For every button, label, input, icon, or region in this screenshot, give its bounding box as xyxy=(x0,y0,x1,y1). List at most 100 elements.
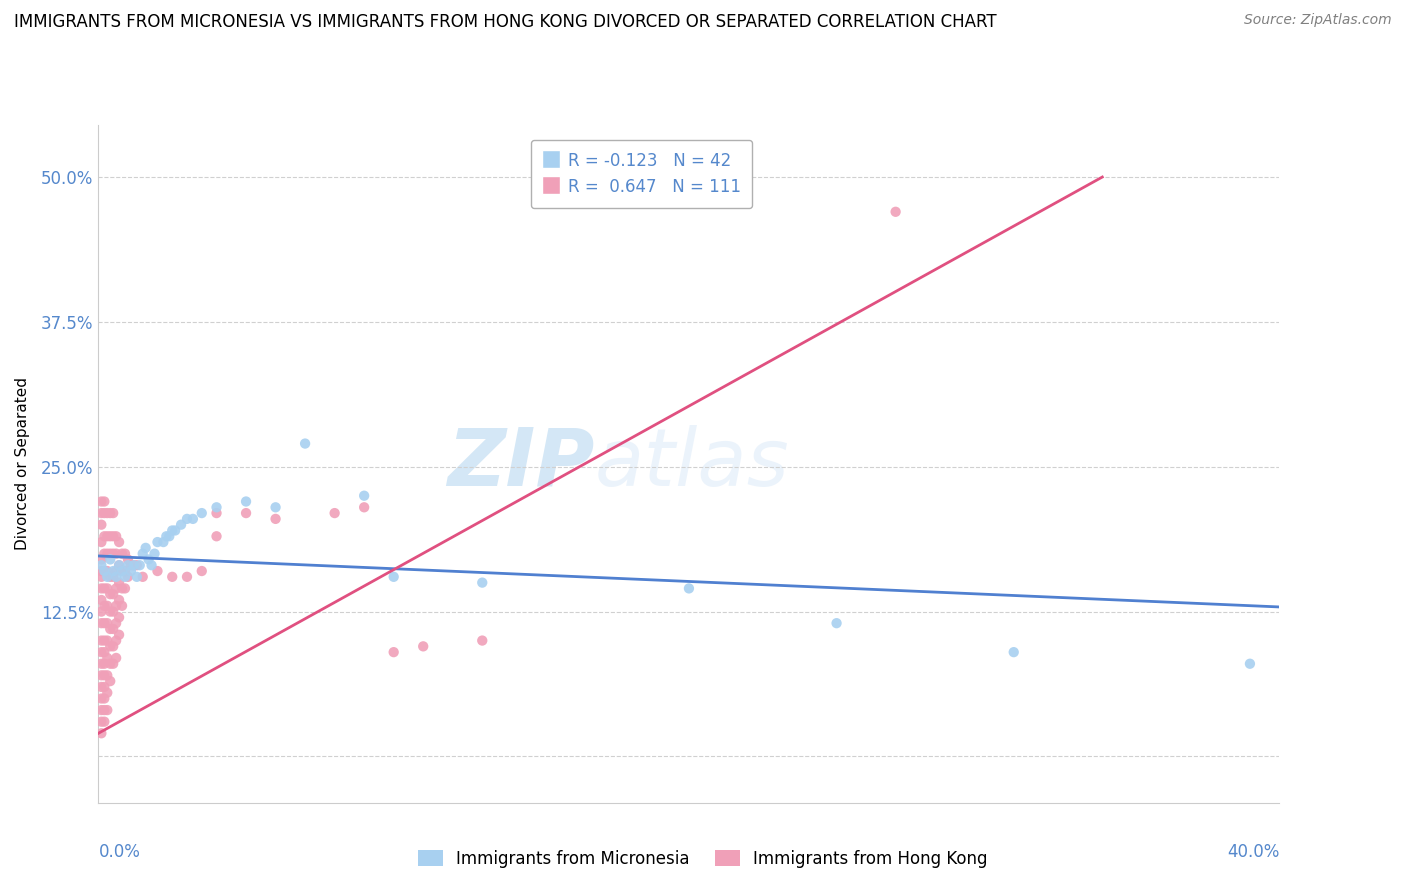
Point xyxy=(103,564,125,578)
Point xyxy=(105,570,128,584)
Point xyxy=(90,494,112,508)
Point xyxy=(353,489,375,503)
Legend: R = -0.123   N = 42, R =  0.647   N = 111: R = -0.123 N = 42, R = 0.647 N = 111 xyxy=(531,140,752,208)
Point xyxy=(353,500,375,515)
Point xyxy=(117,558,139,573)
Point xyxy=(96,506,118,520)
Point xyxy=(471,633,494,648)
Point xyxy=(90,633,112,648)
Point xyxy=(93,564,115,578)
Point xyxy=(191,564,214,578)
Text: ZIP: ZIP xyxy=(447,425,595,503)
Point xyxy=(93,691,115,706)
Point xyxy=(90,517,112,532)
Point xyxy=(294,436,316,450)
Point xyxy=(98,587,121,601)
Text: IMMIGRANTS FROM MICRONESIA VS IMMIGRANTS FROM HONG KONG DIVORCED OR SEPARATED CO: IMMIGRANTS FROM MICRONESIA VS IMMIGRANTS… xyxy=(14,13,997,31)
Point xyxy=(90,593,112,607)
Point xyxy=(132,570,155,584)
Point xyxy=(105,616,128,631)
Point xyxy=(105,651,128,665)
Point xyxy=(138,552,160,566)
Point xyxy=(96,599,118,613)
Point xyxy=(103,622,125,636)
Point xyxy=(93,616,115,631)
Point xyxy=(98,506,121,520)
Point xyxy=(90,506,112,520)
Point xyxy=(103,529,125,543)
Point xyxy=(120,558,142,573)
Point xyxy=(98,605,121,619)
Point xyxy=(93,714,115,729)
Point xyxy=(205,506,228,520)
Point xyxy=(98,529,121,543)
Point xyxy=(93,668,115,682)
Point xyxy=(108,593,131,607)
Point xyxy=(93,657,115,671)
Point xyxy=(122,558,145,573)
Point xyxy=(96,633,118,648)
Point xyxy=(235,494,257,508)
Point xyxy=(825,616,848,631)
Point xyxy=(205,500,228,515)
Point xyxy=(90,605,112,619)
Point xyxy=(105,582,128,596)
Point xyxy=(90,726,112,740)
Point xyxy=(122,558,145,573)
Point xyxy=(125,570,148,584)
Point xyxy=(103,657,125,671)
Point xyxy=(884,204,907,219)
Point xyxy=(111,547,134,561)
Point xyxy=(90,616,112,631)
Point xyxy=(125,558,148,573)
Point xyxy=(1239,657,1261,671)
Point xyxy=(382,570,405,584)
Point xyxy=(96,686,118,700)
Point xyxy=(98,674,121,689)
Point xyxy=(111,599,134,613)
Point xyxy=(111,582,134,596)
Point xyxy=(165,524,187,538)
Point xyxy=(235,506,257,520)
Point xyxy=(93,703,115,717)
Point xyxy=(90,582,112,596)
Point xyxy=(108,558,131,573)
Point xyxy=(471,575,494,590)
Point xyxy=(264,500,287,515)
Point xyxy=(103,506,125,520)
Point xyxy=(90,703,112,717)
Point xyxy=(155,529,177,543)
Text: 0.0%: 0.0% xyxy=(98,844,141,862)
Point xyxy=(114,547,136,561)
Point xyxy=(152,535,174,549)
Point xyxy=(132,547,155,561)
Point xyxy=(96,651,118,665)
Text: Source: ZipAtlas.com: Source: ZipAtlas.com xyxy=(1244,13,1392,28)
Point xyxy=(90,570,112,584)
Point xyxy=(96,668,118,682)
Point xyxy=(98,622,121,636)
Point xyxy=(146,535,169,549)
Point xyxy=(114,582,136,596)
Point xyxy=(93,494,115,508)
Point xyxy=(90,691,112,706)
Point xyxy=(205,529,228,543)
Point xyxy=(191,506,214,520)
Point xyxy=(114,564,136,578)
Point xyxy=(108,558,131,573)
Point xyxy=(1002,645,1025,659)
Point xyxy=(103,640,125,654)
Point xyxy=(96,616,118,631)
Point xyxy=(96,564,118,578)
Point xyxy=(90,714,112,729)
Point xyxy=(93,633,115,648)
Point xyxy=(135,541,157,555)
Point xyxy=(90,552,112,566)
Point xyxy=(96,547,118,561)
Point xyxy=(678,582,700,596)
Point xyxy=(108,575,131,590)
Point xyxy=(90,558,112,573)
Point xyxy=(93,506,115,520)
Legend: Immigrants from Micronesia, Immigrants from Hong Kong: Immigrants from Micronesia, Immigrants f… xyxy=(412,844,994,875)
Point xyxy=(93,547,115,561)
